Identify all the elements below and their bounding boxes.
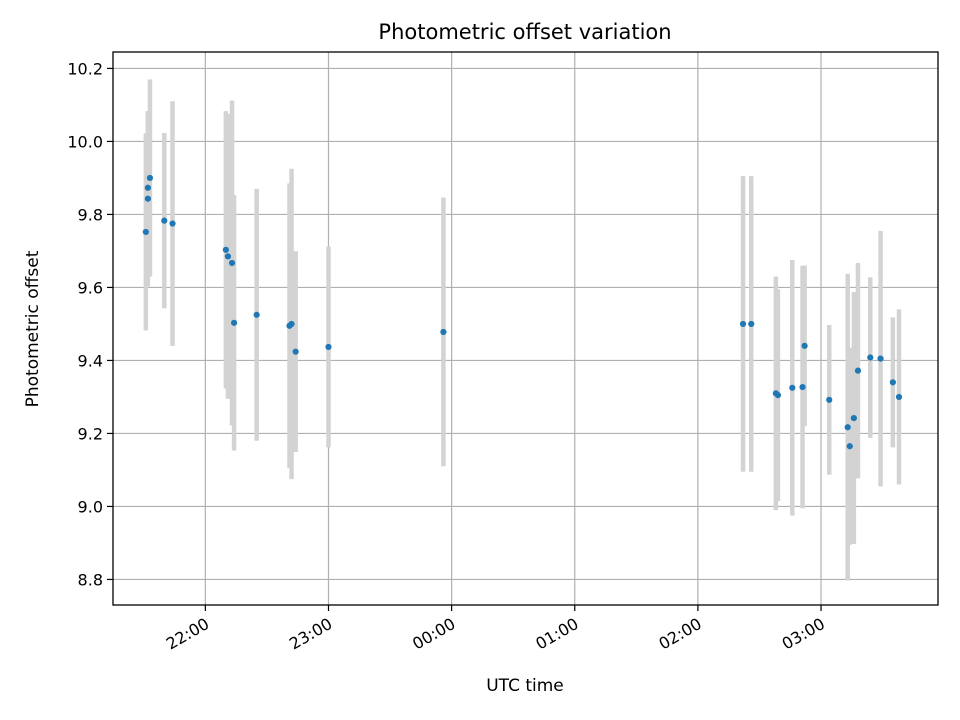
data-point	[440, 328, 447, 336]
data-point	[774, 392, 782, 399]
data-point	[850, 415, 857, 422]
data-point	[789, 384, 796, 391]
data-point	[889, 379, 896, 386]
y-tick-label: 9.2	[78, 424, 103, 443]
data-point	[144, 195, 151, 202]
y-tick-label: 9.6	[78, 278, 103, 297]
data-point	[253, 311, 260, 318]
data-point	[826, 396, 833, 403]
y-axis-label: Photometric offset	[23, 250, 43, 407]
data-point	[222, 246, 229, 253]
x-axis-label: UTC time	[486, 676, 564, 696]
y-tick-label: 10.2	[67, 59, 103, 78]
data-point	[801, 342, 808, 349]
data-point	[228, 259, 236, 267]
data-point	[739, 320, 747, 328]
data-point	[292, 348, 299, 355]
data-point	[854, 367, 862, 374]
y-axis-ticks: 8.8 9.0 9.2 9.4 9.6 9.8 10.0 10.2	[67, 59, 113, 589]
data-point	[161, 217, 168, 224]
data-point	[799, 383, 806, 391]
plot-area	[113, 52, 938, 605]
y-tick-label: 8.8	[78, 570, 103, 589]
data-point	[325, 343, 332, 351]
axes-frame	[112, 51, 939, 606]
data-points	[142, 174, 903, 450]
data-point	[230, 319, 238, 326]
data-point	[224, 253, 232, 260]
data-point	[144, 184, 151, 191]
data-point	[288, 320, 295, 328]
data-point	[844, 424, 851, 431]
chart-title: Photometric offset variation	[378, 20, 671, 44]
data-point	[846, 443, 853, 450]
data-point	[169, 220, 176, 227]
data-point	[877, 355, 884, 362]
data-point	[142, 228, 149, 236]
data-point	[748, 320, 755, 328]
y-tick-label: 9.8	[78, 205, 103, 224]
data-point	[146, 174, 154, 182]
y-tick-label: 9.4	[78, 351, 103, 370]
data-point	[895, 393, 903, 401]
data-point	[867, 354, 874, 361]
y-tick-label: 10.0	[67, 132, 103, 151]
y-tick-label: 9.0	[78, 497, 103, 516]
